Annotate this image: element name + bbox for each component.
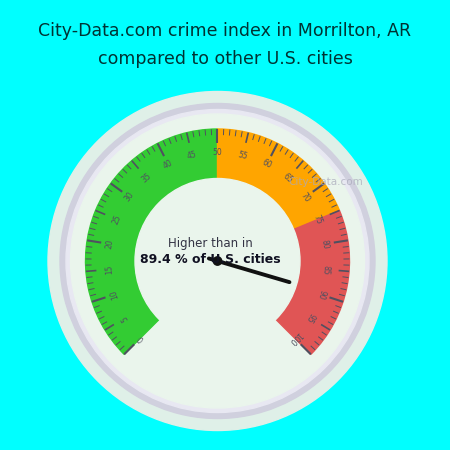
Text: 10: 10: [108, 288, 120, 301]
Text: 70: 70: [299, 190, 312, 204]
Wedge shape: [276, 211, 350, 354]
Text: compared to other U.S. cities: compared to other U.S. cities: [98, 50, 352, 68]
Text: City-Data.com crime index in Morrilton, AR: City-Data.com crime index in Morrilton, …: [38, 22, 412, 40]
Circle shape: [213, 257, 222, 265]
Text: 0: 0: [136, 333, 145, 343]
Text: 35: 35: [140, 172, 153, 185]
Text: 50: 50: [212, 148, 222, 157]
Text: 20: 20: [105, 238, 115, 249]
Text: 45: 45: [186, 150, 198, 161]
Text: 85: 85: [321, 265, 331, 274]
Text: City-Data.com: City-Data.com: [288, 177, 363, 187]
Text: 80: 80: [320, 238, 330, 249]
Text: 90: 90: [315, 288, 327, 301]
Text: 65: 65: [282, 172, 295, 185]
Text: 75: 75: [312, 213, 324, 225]
Text: 15: 15: [104, 265, 114, 274]
Text: 55: 55: [237, 150, 249, 161]
Wedge shape: [86, 129, 217, 354]
Text: 30: 30: [123, 190, 136, 204]
Text: 25: 25: [111, 213, 123, 225]
Text: Higher than in: Higher than in: [167, 237, 252, 249]
Text: 95: 95: [304, 311, 317, 324]
Text: 5: 5: [120, 313, 130, 322]
Circle shape: [71, 114, 364, 408]
Text: 40: 40: [162, 158, 175, 171]
Circle shape: [48, 91, 387, 431]
Wedge shape: [217, 129, 339, 230]
Circle shape: [66, 109, 369, 413]
Text: 100: 100: [286, 329, 303, 346]
Circle shape: [60, 104, 375, 419]
Text: 89.4 % of U.S. cities: 89.4 % of U.S. cities: [140, 253, 280, 266]
Text: 60: 60: [261, 158, 273, 171]
Circle shape: [135, 179, 300, 343]
